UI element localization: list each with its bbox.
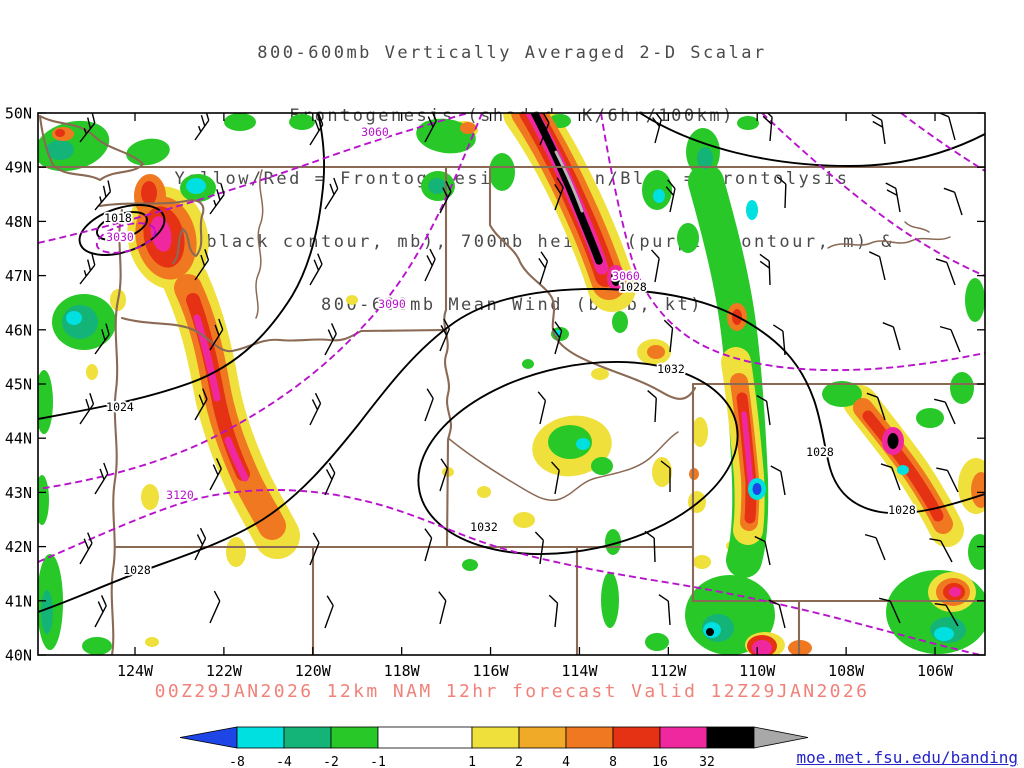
- credit-link[interactable]: moe.met.fsu.edu/banding: [796, 748, 1018, 767]
- svg-text:43N: 43N: [5, 484, 32, 502]
- colorbar-segment: [283, 726, 332, 749]
- mslp-contour-label: 1032: [657, 362, 685, 376]
- svg-text:50N: 50N: [5, 105, 32, 123]
- colorbar-tick-label: 8: [609, 755, 617, 768]
- colorbar-tick-label: -4: [276, 755, 292, 768]
- colorbar-tick-label: 16: [652, 755, 668, 768]
- svg-text:46N: 46N: [5, 321, 32, 339]
- svg-text:40N: 40N: [5, 647, 32, 665]
- height-contour-label: 3120: [166, 488, 194, 502]
- svg-text:44N: 44N: [5, 430, 32, 448]
- title-line-1: 800-600mb Vertically Averaged 2-D Scalar: [257, 43, 767, 63]
- svg-text:108W: 108W: [828, 662, 865, 680]
- mslp-contour-label: 1028: [806, 445, 834, 459]
- svg-text:112W: 112W: [650, 662, 687, 680]
- colorbar-tick-label: 2: [515, 755, 523, 768]
- colorbar-segment: [659, 726, 708, 749]
- mslp-contour-label: 1028: [619, 280, 647, 294]
- svg-text:124W: 124W: [117, 662, 154, 680]
- height-contour-label: 3090: [378, 297, 406, 311]
- colorbar-segment: [518, 726, 567, 749]
- svg-text:49N: 49N: [5, 159, 32, 177]
- mslp-contour-label: 1028: [888, 503, 916, 517]
- svg-text:116W: 116W: [472, 662, 509, 680]
- frontogenesis-shading: [38, 113, 985, 655]
- colorbar-segment: [377, 726, 473, 749]
- height-contours: [38, 113, 985, 655]
- mslp-contour-label: 1032: [470, 520, 498, 534]
- mslp-contour-label: 1028: [123, 563, 151, 577]
- wind-barbs-layer: [79, 113, 963, 629]
- svg-text:47N: 47N: [5, 267, 32, 285]
- colorbar-segment: [236, 726, 285, 749]
- height-contour-label: 3030: [106, 230, 134, 244]
- colorbar-segment: [612, 726, 661, 749]
- svg-text:118W: 118W: [384, 662, 421, 680]
- contour-labels: 1018 1024 1028 1032 1032 1028 1028 1028 …: [102, 123, 917, 579]
- colorbar-segment: [330, 726, 379, 749]
- colorbar-tick-label: -1: [370, 755, 386, 768]
- colorbar: -8 -4 -2 -1 1 2 4 8 16 32: [179, 726, 809, 768]
- mslp-contour-label: 1024: [106, 400, 134, 414]
- colorbar-tick-label: 4: [562, 755, 570, 768]
- svg-text:48N: 48N: [5, 213, 32, 231]
- colorbar-tick-label: -2: [323, 755, 339, 768]
- colorbar-tick-label: 32: [699, 755, 715, 768]
- colorbar-segment: [565, 726, 614, 749]
- svg-text:114W: 114W: [561, 662, 598, 680]
- svg-text:41N: 41N: [5, 592, 32, 610]
- colorbar-arrow-right: [753, 726, 809, 749]
- mslp-contours: [38, 113, 985, 613]
- colorbar-segment: [706, 726, 755, 749]
- svg-text:106W: 106W: [917, 662, 954, 680]
- height-contour-label: 3060: [612, 269, 640, 283]
- height-contour-label: 3060: [361, 125, 389, 139]
- forecast-valid-text: 00Z29JAN2026 12km NAM 12hr forecast Vali…: [154, 681, 870, 702]
- svg-text:122W: 122W: [206, 662, 243, 680]
- colorbar-tick-label: -8: [229, 755, 245, 768]
- axis-labels: 50N 49N 48N 47N 46N 45N 44N 43N 42N 41N 40N 124W 122…: [5, 105, 954, 681]
- svg-text:42N: 42N: [5, 538, 32, 556]
- axis-ticks: [38, 112, 985, 656]
- colorbar-tick-label: 1: [468, 755, 476, 768]
- colorbar-arrow-left: [179, 726, 238, 749]
- svg-text:120W: 120W: [295, 662, 332, 680]
- svg-text:45N: 45N: [5, 376, 32, 394]
- mslp-contour-label: 1018: [104, 211, 132, 225]
- svg-text:110W: 110W: [739, 662, 776, 680]
- colorbar-segment: [471, 726, 520, 749]
